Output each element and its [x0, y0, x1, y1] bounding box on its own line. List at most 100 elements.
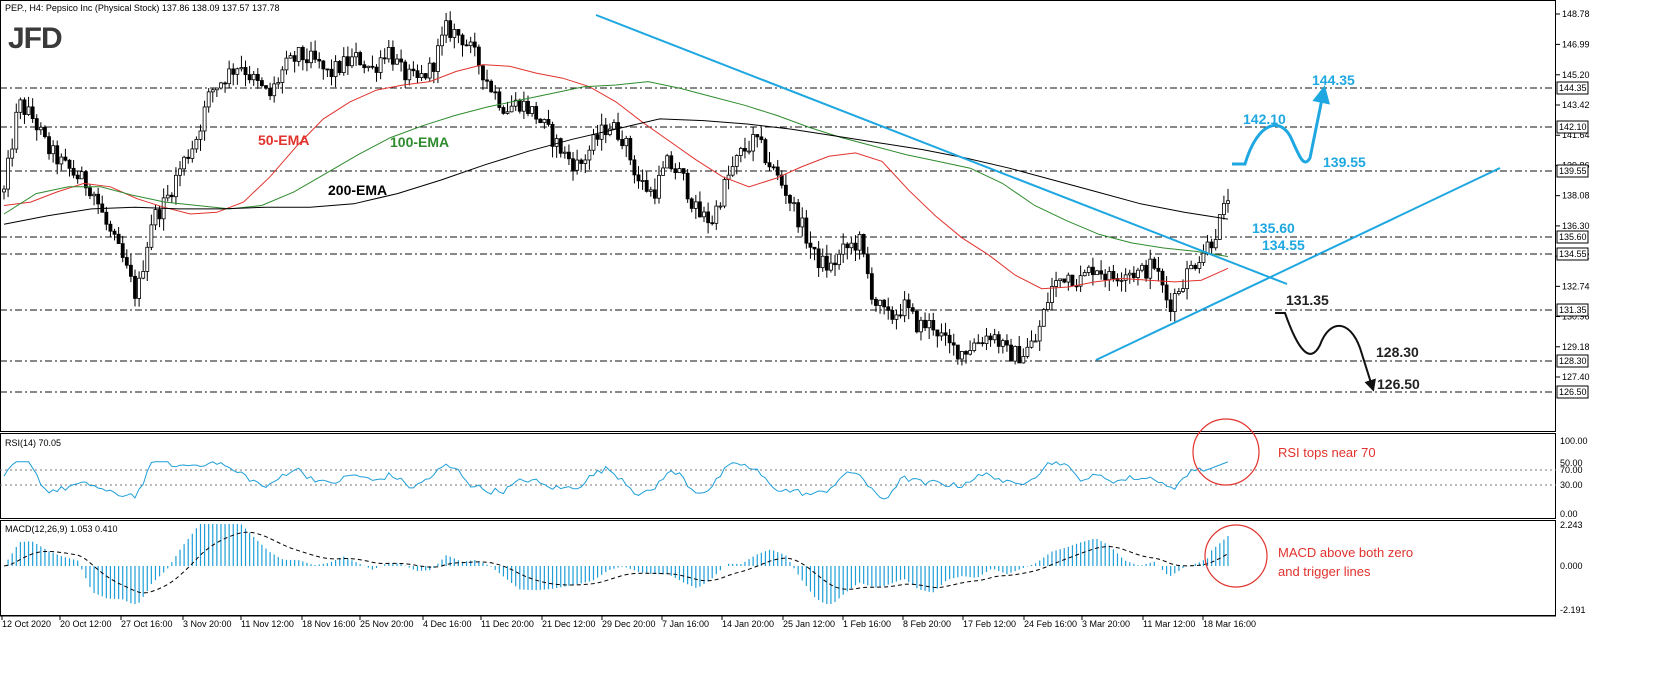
ema200-label: 200-EMA	[328, 182, 387, 198]
downside-scenario-path	[1275, 312, 1376, 392]
candle-body	[669, 155, 674, 170]
jfd-logo: JFD	[8, 22, 62, 55]
candle-body	[317, 58, 322, 62]
candle-body	[521, 100, 526, 112]
candle-body	[206, 91, 211, 108]
candle-body	[677, 168, 682, 174]
time-tick-label: 11 Nov 12:00	[241, 619, 294, 629]
candle-body	[489, 80, 494, 93]
candle-body	[104, 211, 109, 225]
candle-body	[83, 171, 88, 189]
level-box	[1556, 247, 1589, 261]
candle-body	[55, 145, 60, 165]
target-label-139-55: 139.55	[1323, 154, 1366, 170]
price-tick-label: 136.30	[1562, 221, 1590, 231]
candle-body	[910, 307, 915, 312]
candle-body	[1197, 262, 1202, 269]
candle-body	[124, 257, 129, 266]
candle-body	[968, 350, 973, 355]
candle-body	[513, 99, 518, 107]
candle-body	[1148, 258, 1153, 279]
candle-body	[587, 149, 592, 161]
candle-body	[747, 150, 751, 153]
candle-body	[505, 111, 510, 114]
candle-body	[1082, 272, 1087, 277]
candle-body	[837, 253, 842, 266]
candle-body	[374, 66, 379, 73]
candle-body	[63, 156, 68, 161]
candle-body	[702, 211, 706, 218]
candle-body	[10, 148, 15, 159]
candle-body	[562, 151, 567, 154]
level-box	[1556, 81, 1589, 95]
candle-body	[706, 211, 711, 224]
candle-body	[300, 46, 305, 61]
candle-body	[603, 124, 608, 136]
macd-annotation-line1: MACD above both zero	[1278, 545, 1413, 560]
candle-body	[1160, 270, 1165, 286]
candle-body	[878, 299, 882, 306]
macd-histogram	[7, 524, 1229, 604]
candle-body	[751, 134, 756, 152]
time-tick-label: 7 Jan 16:00	[662, 619, 709, 629]
candle-body	[792, 202, 796, 205]
rsi-annotation: RSI tops near 70	[1278, 445, 1376, 460]
candle-body	[268, 87, 272, 97]
candle-body	[542, 119, 547, 124]
candle-body	[497, 91, 502, 108]
candle-body	[22, 99, 27, 115]
candle-body	[1205, 241, 1210, 254]
candle-body	[882, 299, 887, 308]
candle-body	[779, 174, 784, 186]
candle-body	[1099, 270, 1103, 275]
candle-body	[530, 106, 534, 114]
candle-body	[665, 155, 670, 169]
candle-body	[247, 74, 252, 81]
candle-body	[194, 138, 199, 150]
rsi-label: RSI(14) 70.05	[5, 438, 61, 448]
candle-body	[476, 46, 481, 67]
target-label-144-35: 144.35	[1312, 72, 1355, 88]
rsi-tick-70: 70.00	[1560, 465, 1583, 475]
candle-body	[190, 148, 195, 159]
candle-body	[120, 243, 125, 258]
candle-body	[1127, 272, 1132, 276]
level-box-label: 144.35	[1559, 83, 1587, 93]
level-box-label: 139.55	[1559, 166, 1587, 176]
candle-body	[1009, 344, 1013, 362]
candle-body	[390, 46, 395, 65]
candle-body	[436, 45, 440, 72]
candle-body	[567, 151, 571, 160]
candle-body	[947, 334, 952, 344]
candle-body	[812, 246, 817, 250]
price-tick-label: 138.08	[1562, 191, 1590, 201]
level-box	[1556, 354, 1589, 368]
candle-body	[996, 334, 1001, 347]
candle-body	[137, 277, 141, 299]
candle-body	[145, 246, 150, 272]
candle-body	[1136, 269, 1140, 279]
candle-body	[427, 62, 432, 79]
price-tick-label: 130.96	[1562, 312, 1590, 322]
candle-body	[431, 62, 436, 72]
candle-body	[833, 262, 837, 266]
candle-body	[980, 342, 985, 345]
candle-body	[591, 134, 596, 151]
candle-body	[1168, 299, 1173, 312]
candle-body	[1209, 241, 1214, 249]
candle-body	[472, 41, 477, 48]
candle-body	[886, 306, 891, 311]
macd-tick-bottom: -2.191	[1560, 605, 1586, 615]
price-tick-label: 141.64	[1562, 130, 1590, 140]
candle-body	[914, 310, 919, 333]
level-box	[1556, 230, 1589, 244]
candle-body	[1033, 340, 1038, 343]
macd-tick-top: 2.243	[1560, 520, 1583, 530]
level-box-label: 142.10	[1559, 122, 1587, 132]
candle-body	[2, 188, 6, 193]
candle-body	[841, 243, 846, 255]
ema-lines	[3, 64, 1229, 290]
candles	[2, 11, 1230, 366]
candle-body	[47, 136, 51, 155]
candle-body	[628, 138, 633, 161]
